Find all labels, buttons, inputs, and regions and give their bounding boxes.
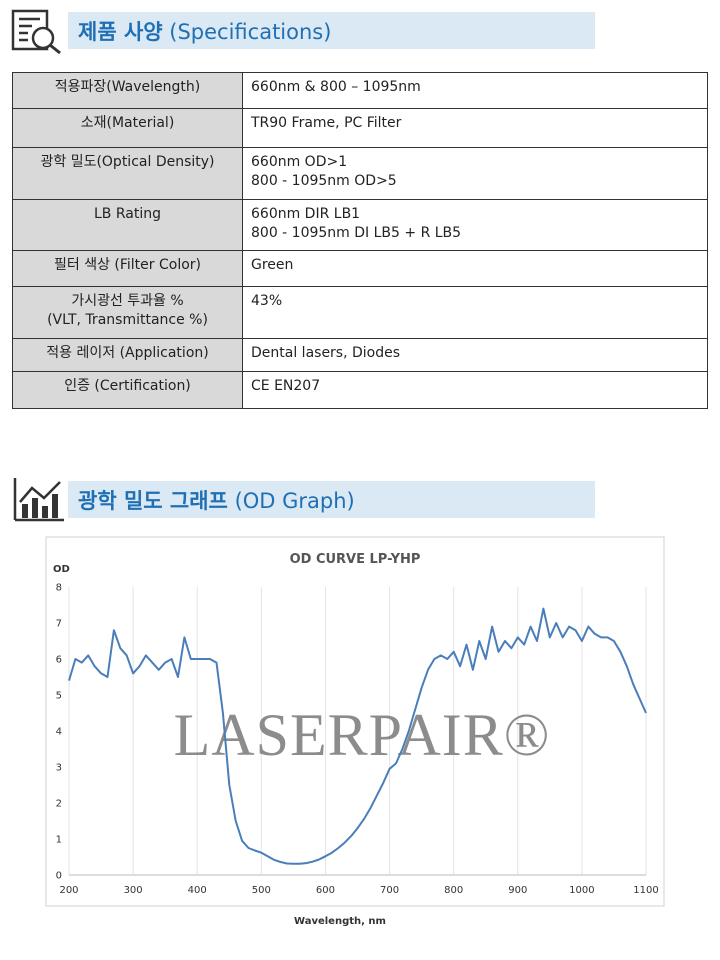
cell-text: 660nm & 800 – 1095nm: [251, 79, 421, 95]
y-tick-label: 4: [56, 727, 62, 738]
x-tick-label: 1100: [633, 885, 658, 896]
cell-text: 소재(Material): [80, 115, 175, 131]
y-tick-label: 3: [56, 763, 62, 774]
value-cell: CE EN207: [242, 371, 708, 409]
y-tick-label: 6: [56, 655, 62, 666]
row: LB Rating 660nm DIR LB1 800 - 1095nm DI LB…: [12, 199, 708, 251]
cell-text: 필터 색상 (Filter Color): [53, 257, 202, 273]
label-cell: 필터 색상 (Filter Color): [12, 250, 243, 287]
cell-text: TR90 Frame, PC Filter: [251, 115, 402, 131]
cell-text: 적용파장(Wavelength): [54, 79, 201, 95]
section-band: [68, 481, 595, 518]
cell-text: 적용 레이저 (Application): [46, 345, 209, 361]
graph-icon: [13, 478, 64, 522]
x-tick-label: 800: [444, 885, 463, 896]
label-cell: 소재(Material): [12, 108, 243, 148]
cell-text: 660nm DIR LB1: [251, 206, 361, 222]
row: 적용파장(Wavelength) 660nm & 800 – 1095nm: [12, 72, 708, 109]
x-tick-label: 500: [252, 885, 271, 896]
od-line: [68, 607, 647, 865]
cell-text: 43%: [251, 293, 283, 309]
cell-text: 인증 (Certification): [64, 378, 191, 394]
cell-text: 800 - 1095nm OD>5: [251, 173, 397, 189]
subtitle: (OD Graph): [234, 489, 355, 513]
chart-frame: [45, 536, 665, 907]
label-cell: LB Rating: [12, 199, 243, 251]
watermark: LASERPAIR®: [174, 702, 551, 768]
x-tick-label: 700: [380, 885, 399, 896]
y-tick-label: 2: [56, 799, 62, 810]
spec-table: 적용파장(Wavelength) 660nm & 800 – 1095nm 소재(M…: [12, 72, 708, 409]
x-tick-label: 1000: [569, 885, 594, 896]
x-tick-label: 200: [59, 885, 78, 896]
row: 광학 밀도(Optical Density) 660nm OD>1 800 - 10…: [12, 147, 708, 200]
x-axis-label: Wavelength, nm: [294, 916, 386, 927]
cell-text: CE EN207: [251, 378, 321, 394]
subtitle: (Specifications): [169, 20, 332, 44]
label-cell: 적용파장(Wavelength): [12, 72, 243, 109]
x-tick-label: 400: [188, 885, 207, 896]
x-tick-label: 600: [316, 885, 335, 896]
cell-text: 가시광선 투과율 %: [71, 293, 184, 309]
section-band: [68, 12, 595, 49]
y-tick-label: 0: [56, 871, 62, 882]
label-cell: 적용 레이저 (Application): [12, 338, 243, 372]
section-title: 제품 사양 (Specifications): [78, 16, 331, 46]
cell-text: 광학 밀도(Optical Density): [40, 154, 215, 170]
y-tick-label: 8: [56, 583, 62, 594]
cell-text: LB Rating: [94, 206, 161, 222]
label-cell: 가시광선 투과율 % (VLT, Transmittance %): [12, 286, 243, 339]
y-tick-label: 1: [56, 835, 62, 846]
value-cell: TR90 Frame, PC Filter: [242, 108, 708, 148]
cell-text: (VLT, Transmittance %): [47, 312, 208, 328]
title: 광학 밀도 그래프: [78, 489, 228, 513]
label-cell: 광학 밀도(Optical Density): [12, 147, 243, 200]
y-axis-label: OD: [53, 564, 70, 575]
label-cell: 인증 (Certification): [12, 371, 243, 409]
value-cell: 660nm & 800 – 1095nm: [242, 72, 708, 109]
cell-text: Green: [251, 257, 294, 273]
cell-text: Dental lasers, Diodes: [251, 345, 401, 361]
x-tick-label: 900: [508, 885, 527, 896]
row: 인증 (Certification) CE EN207: [12, 371, 708, 409]
row: 필터 색상 (Filter Color) Green: [12, 250, 708, 287]
title: 제품 사양: [78, 20, 163, 44]
row: 가시광선 투과율 % (VLT, Transmittance %) 43%: [12, 286, 708, 339]
cell-text: 800 - 1095nm DI LB5 + R LB5: [251, 225, 462, 241]
row: 소재(Material) TR90 Frame, PC Filter: [12, 108, 708, 148]
y-tick-label: 5: [56, 691, 62, 702]
value-cell: 660nm OD>1 800 - 1095nm OD>5: [242, 147, 708, 200]
value-cell: Green: [242, 250, 708, 287]
value-cell: 660nm DIR LB1 800 - 1095nm DI LB5 + R LB5: [242, 199, 708, 251]
chart-title: OD CURVE LP-YHP: [290, 552, 421, 567]
x-tick-label: 300: [124, 885, 143, 896]
y-tick-label: 7: [56, 619, 62, 630]
cell-text: 660nm OD>1: [251, 154, 348, 170]
section-title: 광학 밀도 그래프 (OD Graph): [78, 485, 355, 515]
spec-icon: [11, 9, 61, 54]
